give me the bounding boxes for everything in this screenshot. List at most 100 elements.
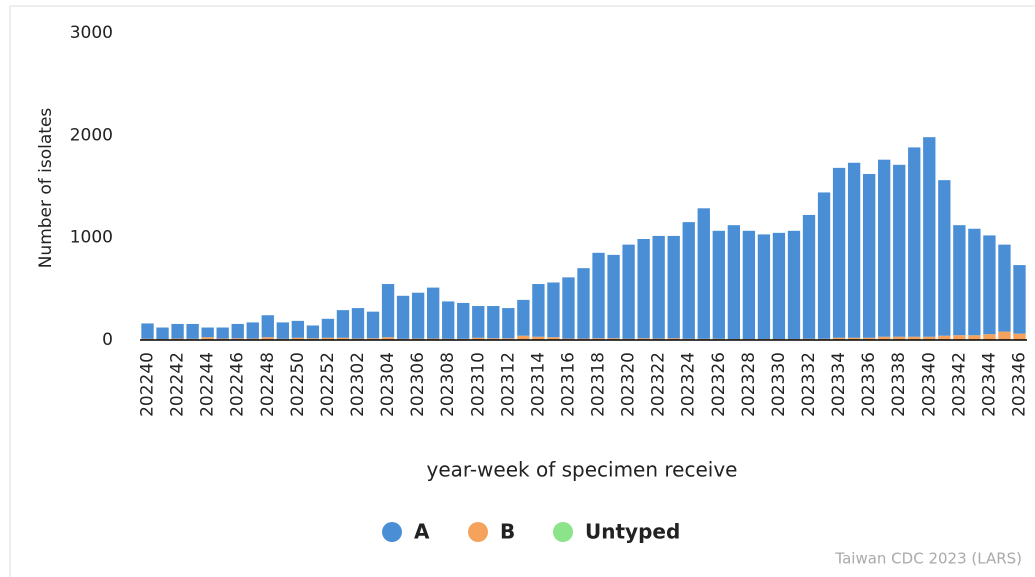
bar-segment	[336, 337, 350, 340]
bar-segment	[832, 337, 846, 340]
bar-segment	[532, 336, 545, 340]
x-tick-label: 202332	[799, 352, 819, 417]
bar-segment	[502, 338, 515, 340]
bar-segment	[291, 337, 305, 340]
bar-segment	[472, 306, 485, 338]
y-tick-label: 0	[102, 330, 113, 350]
bar-segment	[246, 322, 259, 339]
bar-segment	[592, 252, 605, 339]
bar-segment	[577, 268, 590, 339]
bar-segment	[637, 338, 650, 340]
legend-marker	[468, 522, 488, 542]
x-tick-label: 202326	[709, 352, 729, 417]
bar-segment	[893, 336, 906, 340]
x-tick-label: 202252	[318, 352, 338, 417]
bar-segment	[562, 277, 575, 339]
x-tick-label: 202328	[739, 352, 759, 417]
x-tick-label: 202308	[438, 352, 458, 417]
x-tick-label: 202318	[589, 352, 609, 417]
bar-segment	[772, 232, 786, 339]
bar-segment	[622, 244, 635, 339]
bar-segment	[216, 338, 229, 340]
y-tick-label: 1000	[70, 228, 113, 248]
bar-segment	[908, 147, 921, 337]
bar-segment	[246, 338, 259, 340]
x-tick-label: 202314	[528, 352, 548, 417]
bar-segment	[712, 230, 725, 339]
x-tick-label: 202324	[679, 352, 699, 417]
x-tick-label: 202338	[889, 352, 909, 417]
bar-segment	[998, 331, 1011, 340]
bar-segment	[682, 222, 695, 339]
bar-segment	[637, 238, 650, 339]
bar-segment	[321, 318, 335, 338]
y-tick-label: 2000	[70, 125, 113, 145]
bar-segment	[231, 338, 244, 340]
bar-segment	[381, 337, 395, 340]
bar-segment	[667, 338, 680, 340]
x-tick-label: 202250	[288, 352, 308, 417]
bar-segment	[366, 311, 380, 339]
bar-segment	[336, 310, 350, 338]
bar-segment	[983, 334, 996, 340]
x-tick-label: 202330	[769, 352, 789, 417]
bar-segment	[652, 235, 665, 339]
x-tick-label: 202336	[859, 352, 879, 417]
bar-segment	[261, 315, 274, 338]
x-tick-label: 202304	[378, 352, 398, 417]
bar-segment	[231, 323, 244, 339]
bar-segment	[442, 301, 455, 339]
bar-segment	[141, 323, 154, 339]
bar-segment	[547, 282, 560, 338]
bar-segment	[592, 338, 605, 340]
x-tick-label: 202242	[168, 352, 188, 417]
y-tick-label: 3000	[70, 23, 113, 43]
bar-segment	[893, 164, 906, 337]
y-axis-label: Number of isolates	[36, 108, 56, 269]
bar-segment	[953, 225, 966, 336]
bar-segment	[832, 167, 846, 338]
bar-segment	[847, 162, 861, 338]
bar-segment	[968, 228, 981, 336]
bar-segment	[908, 336, 921, 340]
x-axis-label: year-week of specimen receive	[427, 458, 738, 482]
x-tick-label: 202310	[468, 352, 488, 417]
bar-segment	[968, 335, 981, 340]
x-tick-label: 202302	[348, 352, 368, 417]
bar-segment	[802, 214, 816, 339]
bar-segment	[1013, 265, 1026, 334]
legend-label: A	[414, 520, 430, 544]
bar-segment	[411, 338, 425, 340]
bar-segment	[757, 234, 771, 339]
bar-segment	[607, 254, 620, 339]
bar-segment	[291, 320, 305, 338]
x-tick-label: 202240	[138, 352, 158, 417]
bar-segment	[306, 338, 320, 340]
bar-segment	[862, 337, 876, 340]
bar-segment	[396, 295, 410, 339]
bar-segment	[457, 302, 470, 339]
bar-segment	[697, 208, 710, 339]
bar-segment	[321, 337, 335, 340]
x-tick-label: 202344	[979, 352, 999, 417]
bar-segment	[923, 336, 936, 340]
bar-segment	[306, 325, 320, 339]
bar-segment	[1013, 333, 1026, 340]
x-tick-label: 202246	[228, 352, 248, 417]
x-tick-label: 202320	[619, 352, 639, 417]
bar-segment	[472, 337, 485, 340]
bar-segment	[983, 235, 996, 335]
bar-segment	[487, 306, 500, 339]
bar-segment	[938, 180, 951, 336]
bar-segment	[787, 230, 801, 339]
bar-segment	[171, 323, 184, 339]
bar-segment	[878, 336, 891, 340]
bar-segment	[562, 338, 575, 340]
bar-segment	[201, 327, 214, 338]
x-tick-label: 202334	[829, 352, 849, 417]
bar-segment	[426, 338, 440, 340]
bar-segment	[878, 159, 891, 337]
legend-label: Untyped	[585, 520, 680, 544]
bar-segment	[577, 338, 590, 340]
